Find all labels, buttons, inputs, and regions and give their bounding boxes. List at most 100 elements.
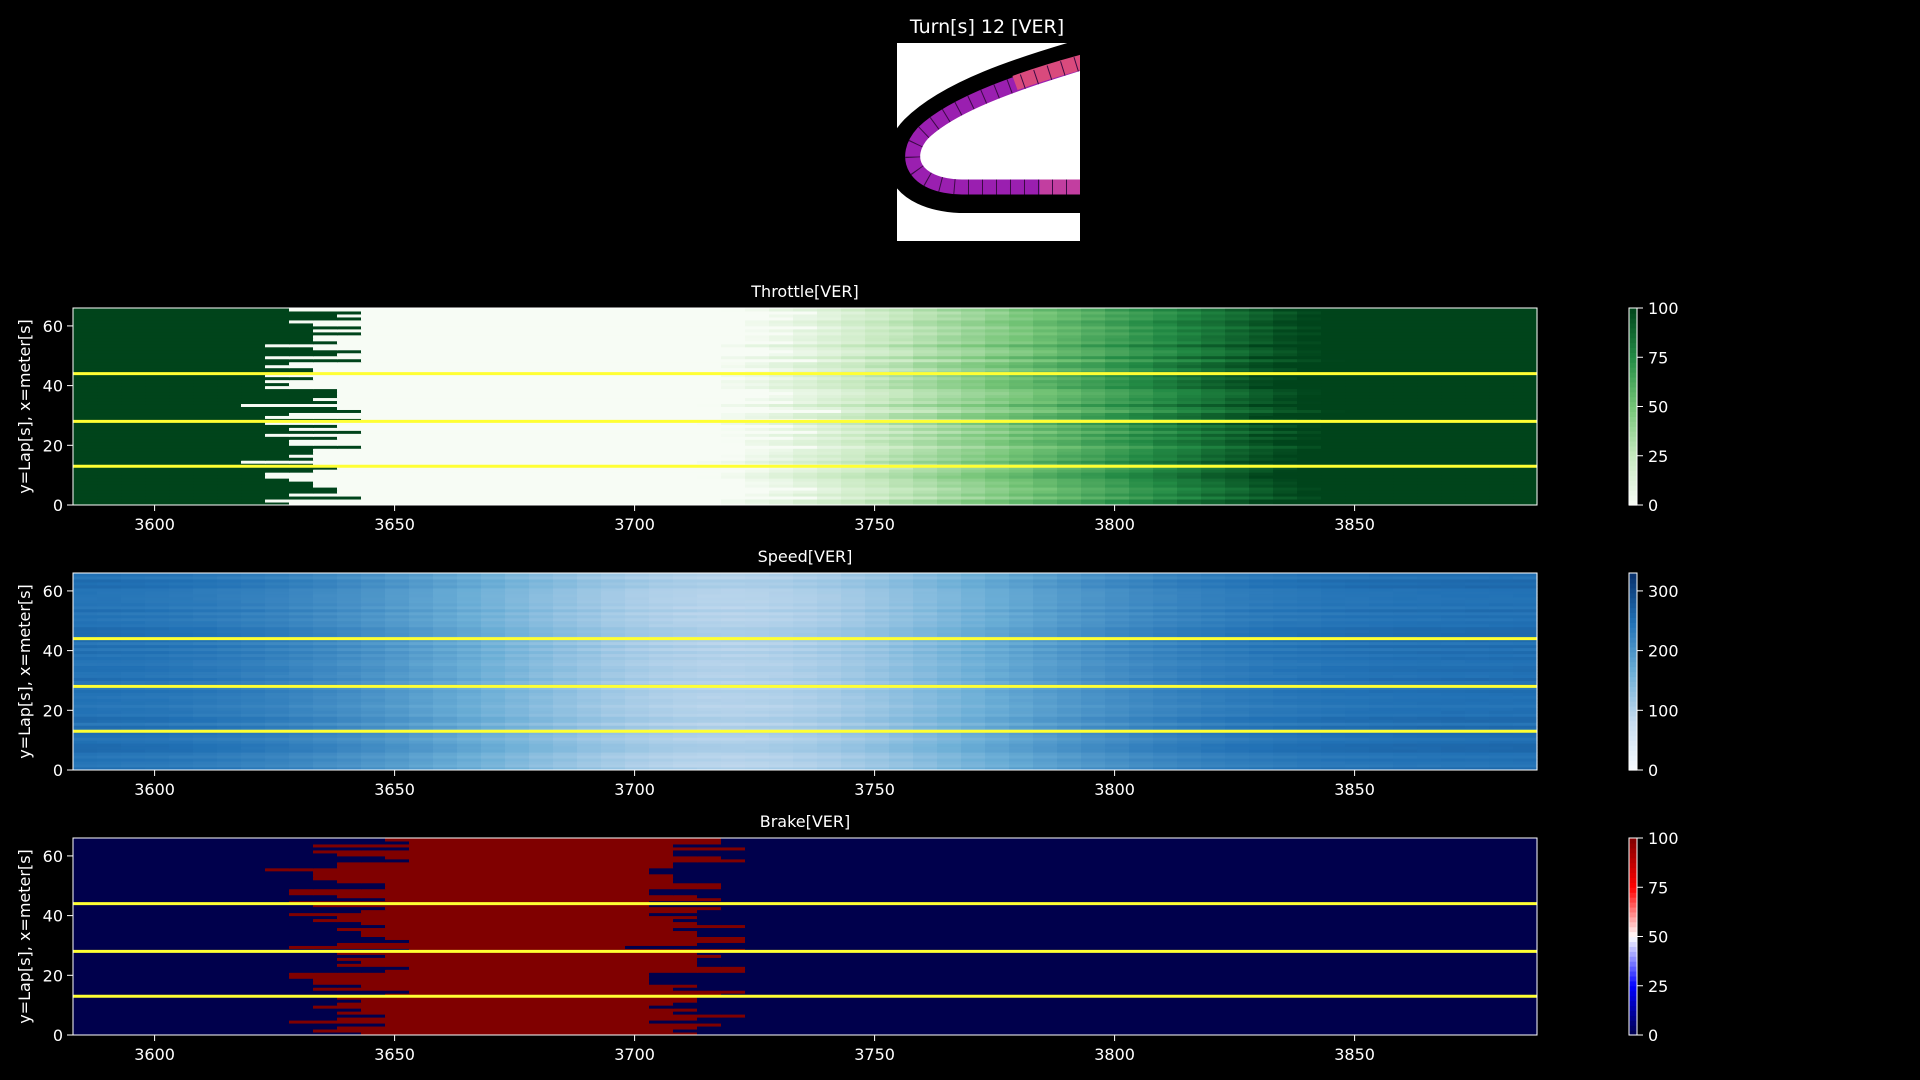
heatmap-cell (625, 394, 650, 399)
heatmap-cell (1369, 734, 1394, 738)
heatmap-cell (1009, 740, 1034, 744)
heatmap-cell (505, 478, 530, 482)
heatmap-cell (769, 406, 794, 410)
heatmap-cell (985, 478, 1010, 482)
heatmap-cell (361, 475, 386, 479)
heatmap-cell (289, 475, 314, 479)
heatmap-cell (865, 499, 890, 503)
heatmap-cell (1513, 740, 1538, 744)
heatmap-cell (529, 385, 554, 390)
heatmap-cell (73, 364, 98, 369)
heatmap-cell (1225, 481, 1250, 485)
heatmap-cell (1201, 761, 1226, 765)
heatmap-cell (1489, 433, 1514, 437)
heatmap-cell (1417, 448, 1442, 452)
heatmap-cell (1441, 412, 1466, 416)
heatmap-cell (1273, 752, 1298, 756)
heatmap-cell (169, 364, 194, 369)
heatmap-cell (1009, 743, 1034, 747)
heatmap-cell (793, 403, 818, 407)
heatmap-cell (1177, 316, 1202, 321)
heatmap-cell (985, 424, 1010, 428)
heatmap-cell (649, 331, 674, 336)
heatmap-cell (1105, 737, 1130, 741)
heatmap-cell (1201, 749, 1226, 753)
heatmap-cell (97, 499, 122, 503)
heatmap-cell (265, 325, 290, 330)
heatmap-cell (1129, 424, 1154, 428)
heatmap-cell (889, 388, 914, 393)
heatmap-cell (1513, 737, 1538, 741)
heatmap-cell (433, 424, 458, 428)
heatmap-cell (793, 430, 818, 434)
heatmap-cell (1177, 373, 1202, 378)
heatmap-cell (769, 767, 794, 771)
heatmap-cell (313, 427, 338, 431)
heatmap-cell (889, 487, 914, 491)
heatmap-cell (697, 385, 722, 390)
heatmap-cell (985, 376, 1010, 381)
heatmap-cell (1057, 445, 1082, 449)
heatmap-cell (721, 433, 746, 437)
heatmap-cell (745, 349, 770, 354)
colorbar-segment (1629, 436, 1637, 442)
heatmap-cell (1081, 334, 1106, 339)
heatmap-cell (985, 313, 1010, 318)
heatmap-cell (913, 349, 938, 354)
heatmap-cell (1441, 355, 1466, 360)
heatmap-cell (913, 767, 938, 771)
heatmap-cell (817, 457, 842, 461)
heatmap-cell (73, 731, 98, 735)
heatmap-cell (817, 752, 842, 756)
heatmap-cell (289, 406, 314, 410)
heatmap-cell (1273, 355, 1298, 360)
heatmap-cell (1489, 382, 1514, 387)
heatmap-cell (1249, 409, 1274, 413)
heatmap-cell (97, 764, 122, 768)
heatmap-cell (1177, 412, 1202, 416)
heatmap-cell (73, 385, 98, 390)
heatmap-cell (1201, 352, 1226, 357)
heatmap-cell (433, 382, 458, 387)
heatmap-cell (481, 394, 506, 399)
heatmap-cell (217, 382, 242, 387)
heatmap-cell (625, 397, 650, 402)
heatmap-cell (601, 346, 626, 351)
heatmap-cell (649, 322, 674, 327)
heatmap-cell (409, 385, 434, 390)
heatmap-cell (649, 740, 674, 744)
heatmap-cell (145, 466, 170, 470)
heatmap-cell (1105, 412, 1130, 416)
heatmap-cell (433, 755, 458, 759)
heatmap-cell (529, 316, 554, 321)
heatmap-cell (193, 334, 218, 339)
heatmap-cell (217, 349, 242, 354)
heatmap-cell (865, 439, 890, 443)
heatmap-cell (145, 725, 170, 729)
heatmap-cell (97, 475, 122, 479)
heatmap-cell (1057, 412, 1082, 416)
heatmap-cell (409, 436, 434, 440)
heatmap-cell (265, 442, 290, 446)
heatmap-cell (577, 484, 602, 488)
heatmap-cell (385, 310, 410, 315)
heatmap-cell (769, 373, 794, 378)
heatmap-cell (1249, 478, 1274, 482)
heatmap-cell (1033, 451, 1058, 455)
heatmap-cell (385, 445, 410, 449)
heatmap-cell (265, 397, 290, 402)
heatmap-cell (553, 481, 578, 485)
heatmap-cell (673, 337, 698, 342)
heatmap-cell (73, 740, 98, 744)
heatmap-cell (1417, 382, 1442, 387)
heatmap-cell (409, 397, 434, 402)
heatmap-cell (649, 496, 674, 500)
heatmap-cell (1273, 331, 1298, 336)
heatmap-cell (1465, 445, 1490, 449)
heatmap-cell (841, 448, 866, 452)
heatmap-cell (1489, 337, 1514, 342)
heatmap-cell (985, 346, 1010, 351)
heatmap-cell (1129, 478, 1154, 482)
heatmap-cell (841, 415, 866, 419)
heatmap-cell (361, 382, 386, 387)
